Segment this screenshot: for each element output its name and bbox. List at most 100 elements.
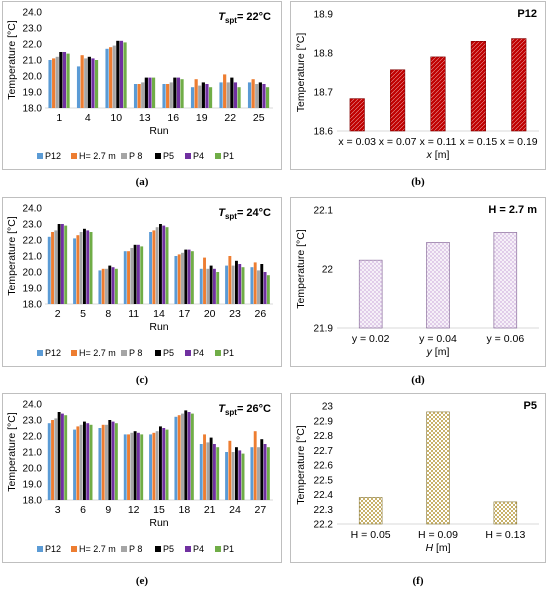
y-tick-label: 21.9: [314, 324, 334, 335]
y-tick-label: 22.0: [23, 432, 43, 443]
bar: [358, 259, 383, 329]
x-tick-label: 6: [80, 504, 86, 516]
bar: [159, 426, 162, 500]
bar: [235, 447, 238, 500]
y-tick-label: 23.0: [23, 24, 43, 35]
bar: [83, 421, 86, 500]
x-tick-label: 25: [253, 112, 265, 124]
bar: [208, 87, 213, 108]
bar: [108, 265, 112, 304]
bar: [140, 246, 144, 304]
y-axis-label: Temperature [°C]: [6, 20, 18, 100]
bar: [238, 264, 242, 304]
legend-swatch: [185, 153, 191, 159]
bar: [101, 268, 105, 304]
bar: [212, 268, 216, 304]
y-tick-label: 22.8: [314, 431, 334, 442]
bar: [159, 224, 162, 304]
bar: [105, 48, 109, 108]
bar: [123, 434, 127, 500]
bar: [223, 74, 227, 108]
x-tick-label: H = 0.09: [418, 529, 458, 541]
panel-d-chart: 21.9 22 22.1 y = 0.02 y = 0.04 y = 0.06 y [m] T…: [290, 197, 546, 367]
bar: [48, 60, 52, 108]
bar: [230, 77, 234, 108]
legend-swatch: [155, 546, 161, 552]
y-tick-label: 22.1: [314, 206, 334, 217]
legend-label: P12: [45, 151, 61, 161]
bar: [155, 227, 159, 304]
x-tick-label: 2: [55, 308, 61, 320]
bar: [140, 434, 144, 500]
x-tick-label: H = 0.05: [351, 529, 391, 541]
bar: [235, 260, 238, 304]
legend-swatch: [215, 546, 221, 552]
bar: [149, 232, 153, 304]
chart-svg-c: 18.0 19.0 20.0 21.0 22.0 23.0 24.0 2 5 8 11 14 17 20 2…: [6, 204, 273, 358]
bar: [162, 225, 166, 304]
bar: [190, 87, 195, 108]
x-tick-label: 18: [178, 504, 190, 516]
bar: [51, 232, 54, 304]
bar: [250, 447, 254, 500]
x-tick-label: 19: [196, 112, 208, 124]
legend-swatch: [155, 153, 161, 159]
bar: [493, 232, 518, 329]
bar: [76, 66, 81, 108]
bar: [199, 268, 203, 304]
y-tick-label: 24.0: [23, 204, 43, 215]
bar: [86, 230, 90, 304]
bar: [60, 224, 64, 304]
legend-label: P5: [163, 544, 174, 554]
bar: [111, 421, 115, 500]
bar: [258, 82, 262, 108]
panel-c-chart: 18.0 19.0 20.0 21.0 22.0 23.0 24.0 2 5 8 11 14 17 20 2…: [2, 197, 282, 367]
y-tick-label: 18.0: [23, 104, 43, 115]
chart-svg-e: 18.0 19.0 20.0 21.0 22.0 23.0 24.0 3 6 9 12 15 18 21 2…: [6, 400, 273, 554]
bar: [133, 84, 138, 108]
y-tick-label: 19.0: [23, 88, 43, 99]
x-tick-label: 8: [105, 308, 111, 320]
bar: [51, 420, 54, 500]
y-tick-label: 22: [322, 265, 334, 276]
bar: [137, 84, 141, 108]
bar: [233, 82, 238, 108]
caption-f: (f): [412, 575, 424, 587]
y-tick-label: 19.0: [23, 284, 43, 295]
bar: [54, 230, 58, 304]
bar: [55, 56, 59, 108]
bar: [98, 428, 102, 500]
bar: [162, 84, 166, 108]
legend-label: P4: [193, 544, 204, 554]
x-tick-label: 24: [229, 504, 241, 516]
caption-d: (d): [411, 374, 425, 386]
bar: [76, 426, 80, 500]
legend-swatch: [37, 153, 43, 159]
chart-title: Tspt= 24°C: [218, 207, 271, 221]
legend-swatch: [71, 153, 77, 159]
bar: [162, 428, 166, 500]
bar: [470, 40, 486, 132]
y-tick-label: 18.8: [314, 49, 334, 60]
y-axis-label: Temperature [°C]: [6, 216, 18, 296]
legend-label: H= 2.7 m: [79, 151, 116, 161]
bar: [64, 225, 68, 304]
y-tick-label: 18.9: [314, 10, 334, 21]
bar: [205, 84, 209, 108]
bar: [216, 447, 220, 500]
bar: [152, 432, 156, 500]
bar: [257, 447, 260, 500]
bar: [155, 431, 159, 500]
bar: [111, 267, 115, 304]
legend-label: P5: [163, 151, 174, 161]
bar: [511, 38, 527, 132]
y-tick-label: 22.3: [314, 505, 334, 516]
bar: [57, 412, 61, 500]
bar: [141, 82, 145, 108]
bar: [238, 450, 242, 500]
bar: [250, 267, 254, 304]
legend-swatch: [121, 350, 127, 356]
bar: [79, 424, 83, 500]
bar: [98, 270, 102, 304]
legend-swatch: [71, 546, 77, 552]
